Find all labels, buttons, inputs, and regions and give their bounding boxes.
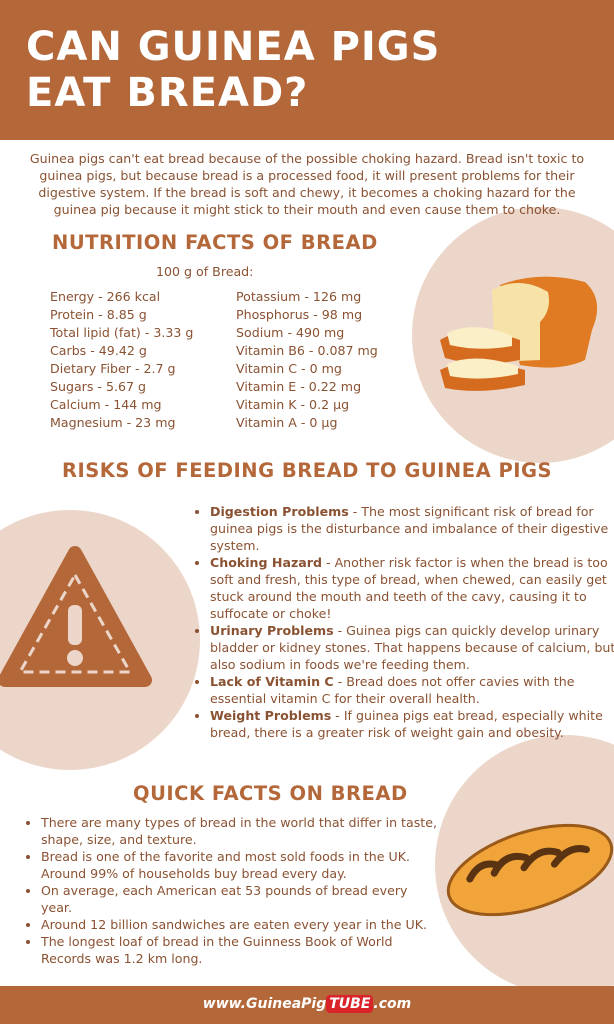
nutrient: Vitamin B6 - 0.087 mg xyxy=(236,343,378,358)
risk-title: Urinary Problems xyxy=(210,623,334,638)
risk-text: - The most significant risk of bread for… xyxy=(210,504,609,553)
risk-text: - Another risk factor is when the bread … xyxy=(210,555,608,621)
nutrient: Sodium - 490 mg xyxy=(236,325,345,340)
nutrient: Total lipid (fat) - 3.33 g xyxy=(50,325,194,340)
nutrient: Vitamin A - 0 µg xyxy=(236,415,338,430)
url-prefix: www.GuineaPig xyxy=(202,996,327,1012)
risk-text: - Bread does not offer cavies with the e… xyxy=(210,674,575,706)
url-brand: TUBE xyxy=(326,995,374,1013)
nutrient: Magnesium - 23 mg xyxy=(50,415,176,430)
header-band xyxy=(0,0,614,140)
fact-item: There are many types of bread in the wor… xyxy=(41,814,441,848)
url-suffix: .com xyxy=(373,996,412,1012)
section-heading: NUTRITION FACTS OF BREAD xyxy=(52,231,378,254)
section-heading: RISKS OF FEEDING BREAD TO GUINEA PIGS xyxy=(61,459,553,482)
nutrient: Potassium - 126 mg xyxy=(236,289,362,304)
nutrient: Calcium - 144 mg xyxy=(50,397,162,412)
risk-item: Weight Problems - If guinea pigs eat bre… xyxy=(210,707,614,741)
risk-title: Digestion Problems xyxy=(210,504,349,519)
risk-title: Weight Problems xyxy=(210,708,332,723)
footer-url: www.GuineaPig TUBE .com xyxy=(0,995,614,1013)
intro: Guinea pigs can't eat bread because of t… xyxy=(29,151,585,217)
nutrient: Vitamin C - 0 mg xyxy=(236,361,342,376)
nutrient: Phosphorus - 98 mg xyxy=(236,307,363,322)
fact-item: The longest loaf of bread in the Guinnes… xyxy=(41,933,441,967)
nutrient: Sugars - 5.67 g xyxy=(50,379,147,394)
section-heading: QUICK FACTS ON BREAD xyxy=(133,782,408,805)
title: CAN GUINEA PIGS EAT BREAD? xyxy=(26,24,440,116)
risk-list: Digestion Problems - The most significan… xyxy=(194,503,614,741)
risk-title: Choking Hazard xyxy=(210,555,323,570)
nutrient: Dietary Fiber - 2.7 g xyxy=(50,361,176,376)
risk-text: - Guinea pigs can quickly develop urinar… xyxy=(210,623,614,672)
fact-list: There are many types of bread in the wor… xyxy=(25,814,441,967)
risk-title: Lack of Vitamin C xyxy=(210,674,334,689)
title-line: EAT BREAD? xyxy=(26,70,309,116)
nutrient: Protein - 8.85 g xyxy=(50,307,147,322)
risk-item: Urinary Problems - Guinea pigs can quick… xyxy=(210,622,614,673)
nutrition-left: Energy - 266 kcal Protein - 8.85 g Total l… xyxy=(50,288,193,432)
risk-item: Choking Hazard - Another risk factor is … xyxy=(210,554,614,622)
nutrition-right: Potassium - 126 mg Phosphorus - 98 mg Sodi… xyxy=(236,288,378,432)
nutrient: Energy - 266 kcal xyxy=(50,289,161,304)
risk-item: Lack of Vitamin C - Bread does not offer… xyxy=(210,673,614,707)
risk-text: - If guinea pigs eat bread, especially w… xyxy=(210,708,603,740)
nutrient: Carbs - 49.42 g xyxy=(50,343,147,358)
fact-item: Bread is one of the favorite and most so… xyxy=(41,848,441,882)
nutrient: Vitamin E - 0.22 mg xyxy=(236,379,362,394)
risk-item: Digestion Problems - The most significan… xyxy=(210,503,614,554)
fact-item: Around 12 billion sandwiches are eaten e… xyxy=(41,916,441,933)
fact-item: On average, each American eat 53 pounds … xyxy=(41,882,441,916)
serving: 100 g of Bread: xyxy=(156,264,254,279)
nutrient: Vitamin K - 0.2 µg xyxy=(236,397,350,412)
title-line: CAN GUINEA PIGS xyxy=(26,24,441,70)
footer-band xyxy=(0,986,614,1024)
